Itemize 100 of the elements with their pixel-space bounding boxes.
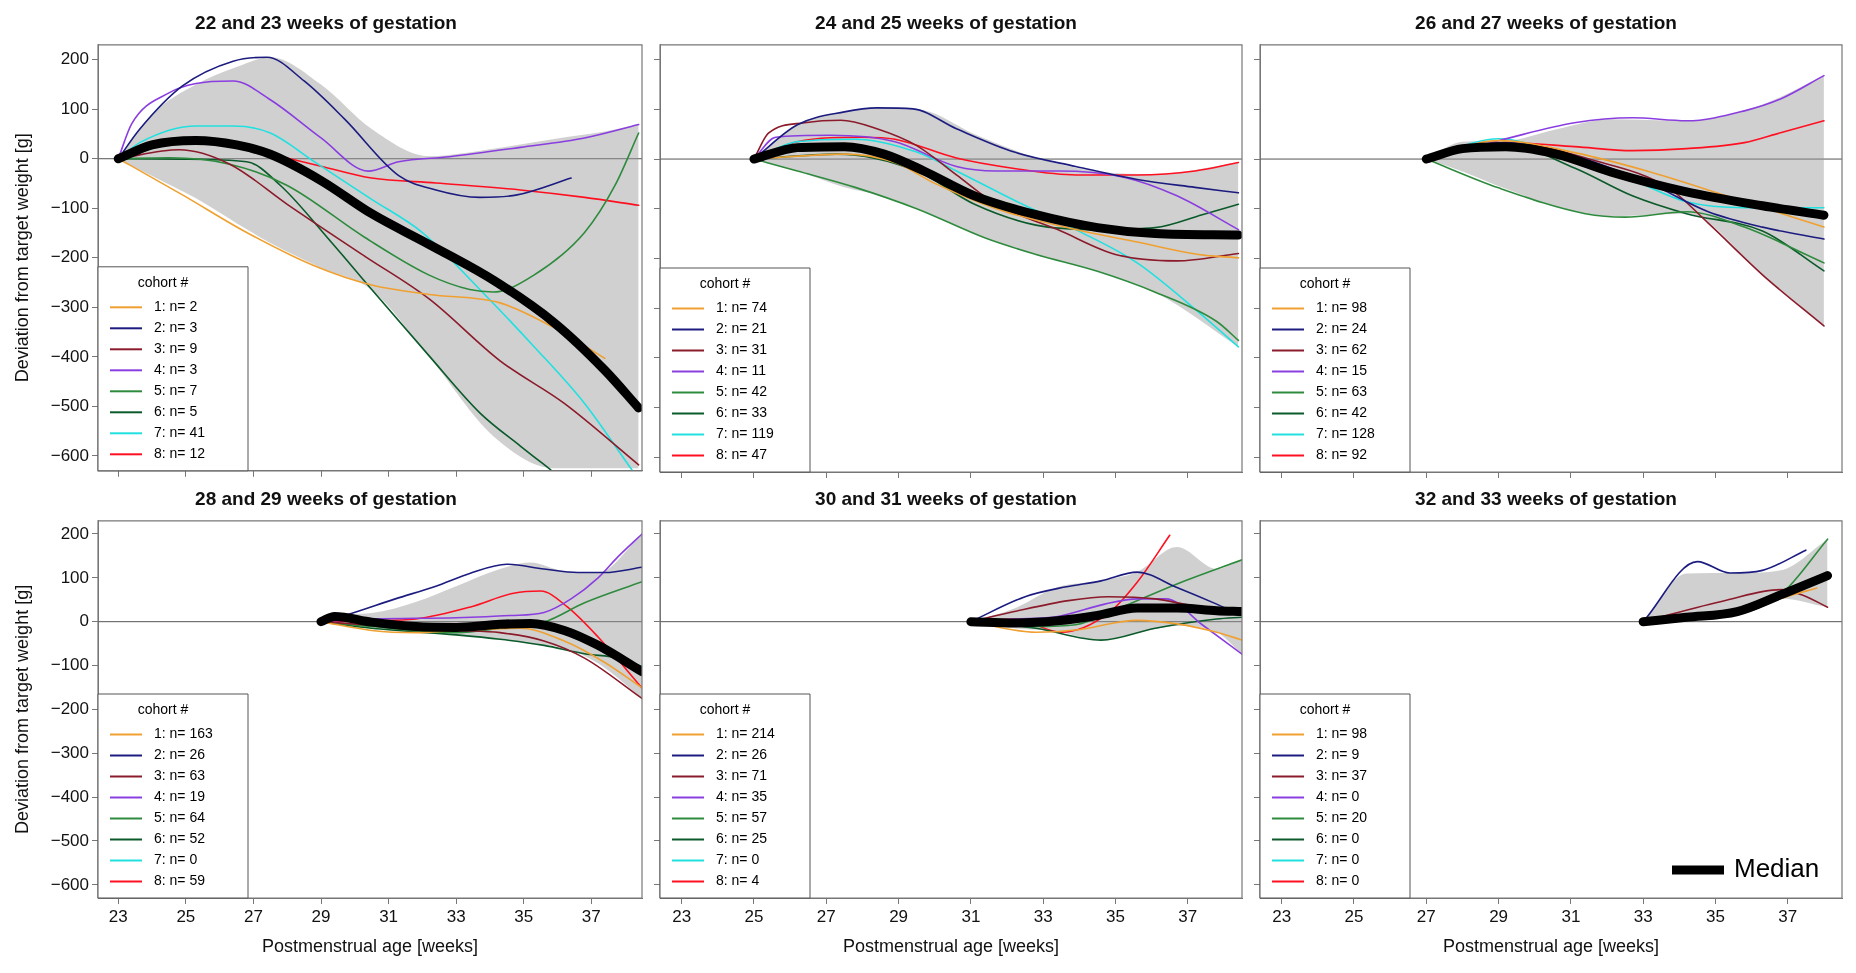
y-tick-label: 0 — [79, 611, 89, 631]
x-tick-label: 27 — [816, 906, 836, 926]
legend-label: 4: n= 19 — [154, 788, 206, 805]
x-tick-label: 23 — [108, 906, 128, 926]
x-tick-label: 27 — [1416, 906, 1436, 926]
legend-label: 6: n= 0 — [1316, 830, 1360, 847]
legend-label: 4: n= 15 — [1316, 362, 1368, 379]
x-axis-title: Postmenstrual age [weeks] — [261, 936, 479, 957]
legend-label: 1: n= 2 — [154, 298, 198, 315]
legend-label: 8: n= 59 — [154, 872, 206, 889]
legend-label: 2: n= 24 — [1316, 320, 1368, 337]
legend-title: cohort # — [699, 700, 751, 717]
y-tick-label: −400 — [50, 346, 89, 366]
x-tick-label: 25 — [176, 906, 196, 926]
legend-label: 5: n= 57 — [716, 809, 768, 826]
legend-title: cohort # — [137, 700, 189, 717]
y-axis-title: Deviation from target weight [g] — [11, 133, 32, 383]
y-tick-label: −600 — [50, 445, 89, 465]
y-tick-label: 200 — [60, 523, 89, 543]
x-tick-label: 29 — [1489, 906, 1509, 926]
legend-label: 2: n= 26 — [154, 746, 206, 763]
y-tick-label: −600 — [50, 874, 89, 894]
x-axis-title: Postmenstrual age [weeks] — [842, 936, 1060, 957]
legend-label: 5: n= 42 — [716, 383, 768, 400]
legend-label: 2: n= 9 — [1316, 746, 1360, 763]
x-tick-label: 25 — [1344, 906, 1364, 926]
legend-label: 8: n= 0 — [1316, 872, 1360, 889]
legend-label: 3: n= 31 — [716, 341, 768, 358]
legend-label: 6: n= 33 — [716, 404, 768, 421]
legend-label: 1: n= 214 — [716, 725, 775, 742]
legend-label: 1: n= 163 — [154, 725, 213, 742]
legend-label: 3: n= 62 — [1316, 341, 1368, 358]
y-tick-label: −200 — [50, 247, 89, 267]
legend-label: 1: n= 98 — [1316, 299, 1368, 316]
x-tick-label: 33 — [1033, 906, 1053, 926]
x-tick-label: 37 — [581, 906, 601, 926]
x-axis-title: Postmenstrual age [weeks] — [1442, 936, 1660, 957]
legend-label: 1: n= 74 — [716, 299, 768, 316]
legend-label: 7: n= 0 — [716, 851, 760, 868]
x-tick-label: 35 — [1106, 906, 1125, 926]
legend-label: 3: n= 63 — [154, 767, 206, 784]
x-tick-label: 23 — [672, 906, 692, 926]
legend-label: 4: n= 0 — [1316, 788, 1360, 805]
y-tick-label: −300 — [50, 297, 89, 317]
chart-title: 30 and 31 weeks of gestation — [815, 487, 1077, 509]
x-tick-label: 25 — [744, 906, 764, 926]
chart-title: 24 and 25 weeks of gestation — [815, 11, 1077, 33]
legend-label: 6: n= 42 — [1316, 404, 1368, 421]
y-tick-label: −100 — [50, 655, 89, 675]
legend-title: cohort # — [1299, 274, 1351, 291]
legend-label: 8: n= 4 — [716, 872, 760, 889]
y-tick-label: −500 — [50, 396, 89, 416]
legend-label: 7: n= 41 — [154, 424, 206, 441]
x-tick-label: 31 — [961, 906, 981, 926]
y-tick-label: −300 — [50, 742, 89, 762]
y-tick-label: −500 — [50, 830, 89, 850]
legend-title: cohort # — [699, 274, 751, 291]
y-tick-label: 100 — [60, 98, 89, 118]
legend-label: 3: n= 71 — [716, 767, 768, 784]
x-tick-label: 27 — [243, 906, 263, 926]
chart-title: 22 and 23 weeks of gestation — [195, 11, 457, 33]
legend-label: 3: n= 9 — [154, 340, 198, 357]
legend-label: 5: n= 7 — [154, 382, 198, 399]
legend-label: 6: n= 25 — [716, 830, 768, 847]
chart-title: 32 and 33 weeks of gestation — [1415, 487, 1677, 509]
legend-label: 7: n= 119 — [716, 425, 774, 442]
legend-label: 2: n= 21 — [716, 320, 768, 337]
legend-label: 6: n= 5 — [154, 403, 198, 420]
chart-title: 26 and 27 weeks of gestation — [1415, 11, 1677, 33]
y-tick-label: −400 — [50, 786, 89, 806]
x-tick-label: 37 — [1178, 906, 1198, 926]
x-tick-label: 31 — [1561, 906, 1581, 926]
y-axis-title: Deviation from target weight [g] — [11, 584, 32, 834]
legend-label: 4: n= 11 — [716, 362, 767, 379]
x-tick-label: 35 — [514, 906, 534, 926]
legend-label: 4: n= 35 — [716, 788, 768, 805]
legend-label: 1: n= 98 — [1316, 725, 1368, 742]
y-tick-label: 0 — [79, 148, 89, 168]
legend-label: 8: n= 92 — [1316, 446, 1368, 463]
legend-label: 8: n= 47 — [716, 446, 768, 463]
x-tick-label: 29 — [889, 906, 909, 926]
legend-label: 6: n= 52 — [154, 830, 206, 847]
x-tick-label: 37 — [1778, 906, 1798, 926]
legend-label: 5: n= 63 — [1316, 383, 1368, 400]
legend-title: cohort # — [1299, 700, 1351, 717]
x-tick-label: 23 — [1272, 906, 1292, 926]
legend-label: 7: n= 128 — [1316, 425, 1375, 442]
y-tick-label: 100 — [60, 567, 89, 587]
legend-label: Median — [1734, 853, 1820, 884]
x-tick-label: 33 — [446, 906, 466, 926]
x-tick-label: 31 — [379, 906, 399, 926]
legend-label: 4: n= 3 — [154, 361, 198, 378]
y-tick-label: −100 — [50, 197, 89, 217]
x-tick-label: 35 — [1706, 906, 1725, 926]
legend-label: 3: n= 37 — [1316, 767, 1368, 784]
x-tick-label: 33 — [1633, 906, 1653, 926]
chart-title: 28 and 29 weeks of gestation — [195, 487, 457, 509]
legend-title: cohort # — [137, 273, 189, 290]
legend-label: 2: n= 3 — [154, 319, 198, 336]
legend-label: 7: n= 0 — [1316, 851, 1360, 868]
